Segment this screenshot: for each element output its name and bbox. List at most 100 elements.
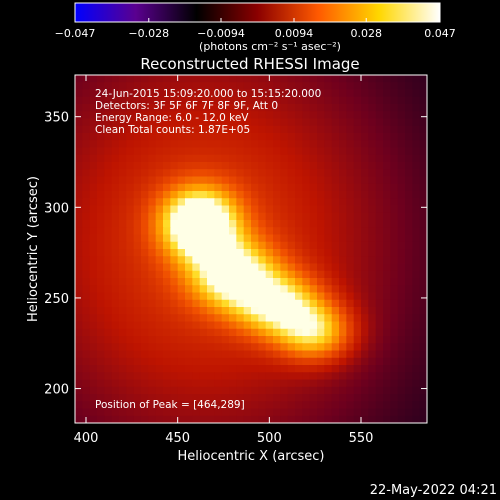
heatmap-cell	[89, 408, 98, 417]
heatmap-cell	[397, 379, 406, 388]
heatmap-cell	[82, 365, 91, 373]
heatmap-cell	[397, 263, 406, 272]
heatmap-cell	[390, 241, 399, 250]
heatmap-cell	[221, 176, 230, 185]
heatmap-cell	[346, 365, 355, 373]
heatmap-cell	[390, 89, 399, 98]
heatmap-cell	[229, 75, 237, 83]
heatmap-cell	[397, 147, 406, 156]
heatmap-cell	[133, 154, 142, 163]
heatmap-cell	[185, 111, 193, 119]
heatmap-cell	[280, 147, 289, 156]
heatmap-cell	[383, 176, 391, 185]
heatmap-cell	[353, 401, 362, 409]
heatmap-cell	[170, 394, 179, 402]
heatmap-cell	[324, 270, 333, 279]
heatmap-cell	[412, 82, 421, 90]
heatmap-cell	[302, 96, 311, 105]
heatmap-cell	[75, 299, 83, 308]
heatmap-cell	[280, 256, 289, 264]
heatmap-cell	[104, 350, 113, 359]
colorbar-ticks: −0.047 −0.028 −0.0094 0.0094 0.028 0.047	[55, 18, 456, 40]
heatmap-cell	[353, 147, 362, 156]
heatmap-cell	[331, 372, 340, 380]
heatmap-cell	[287, 249, 296, 257]
heatmap-cell	[177, 227, 186, 235]
heatmap-cell	[361, 154, 369, 163]
heatmap-cell	[375, 140, 384, 148]
heatmap-cell	[221, 96, 230, 105]
heatmap-cell	[97, 328, 105, 337]
heatmap-cell	[133, 96, 142, 105]
heatmap-cell	[353, 75, 362, 83]
heatmap-cell	[324, 285, 333, 293]
heatmap-cell	[251, 118, 259, 127]
heatmap-cell	[155, 212, 164, 221]
colorbar-unit-label: (photons cm⁻² s⁻¹ asec⁻²)	[199, 40, 341, 53]
heatmap-cell	[287, 379, 296, 388]
heatmap-cell	[148, 278, 157, 286]
heatmap-cell	[104, 89, 113, 98]
heatmap-cell	[390, 350, 399, 359]
heatmap-cell	[397, 205, 406, 214]
heatmap-cell	[97, 191, 105, 199]
heatmap-cell	[221, 299, 230, 308]
heatmap-cell	[163, 82, 171, 90]
heatmap-cell	[111, 133, 120, 141]
heatmap-cell	[126, 372, 135, 380]
heatmap-cell	[265, 154, 274, 163]
heatmap-cell	[163, 285, 171, 293]
heatmap-cell	[177, 205, 186, 214]
heatmap-cell	[273, 205, 281, 214]
heatmap-cell	[419, 212, 427, 221]
heatmap-cell	[353, 299, 362, 308]
heatmap-cell	[133, 212, 142, 221]
heatmap-cell	[339, 147, 347, 156]
heatmap-cell	[221, 292, 230, 301]
heatmap-cell	[361, 125, 369, 134]
heatmap-cell	[163, 270, 171, 279]
heatmap-cell	[192, 256, 201, 264]
heatmap-cell	[89, 162, 98, 170]
heatmap-cell	[155, 357, 164, 366]
heatmap-cell	[258, 256, 267, 264]
heatmap-cell	[317, 415, 325, 423]
heatmap-cell	[280, 285, 289, 293]
heatmap-cell	[324, 372, 333, 380]
heatmap-cell	[177, 350, 186, 359]
heatmap-cell	[170, 336, 179, 344]
heatmap-cell	[163, 198, 171, 206]
heatmap-cell	[126, 133, 135, 141]
heatmap-cell	[309, 111, 318, 119]
heatmap-cell	[221, 394, 230, 402]
heatmap-cell	[346, 183, 355, 192]
heatmap-cell	[243, 241, 252, 250]
heatmap-cell	[361, 75, 369, 83]
heatmap-cell	[119, 292, 127, 301]
heatmap-cell	[185, 198, 193, 206]
heatmap-cell	[339, 82, 347, 90]
heatmap-cell	[104, 379, 113, 388]
heatmap-cell	[82, 249, 91, 257]
heatmap-cell	[405, 328, 413, 337]
heatmap-cell	[133, 140, 142, 148]
heatmap-cell	[287, 220, 296, 228]
heatmap-cell	[258, 147, 267, 156]
heatmap-cell	[243, 176, 252, 185]
heatmap-cell	[75, 96, 83, 105]
heatmap-cell	[295, 162, 303, 170]
heatmap-cell	[119, 220, 127, 228]
heatmap-cell	[104, 270, 113, 279]
heatmap-cell	[375, 89, 384, 98]
heatmap-cell	[258, 321, 267, 330]
heatmap-cell	[346, 292, 355, 301]
heatmap-cell	[221, 270, 230, 279]
heatmap-cell	[419, 96, 427, 105]
heatmap-cell	[383, 379, 391, 388]
heatmap-cell	[199, 241, 208, 250]
heatmap-cell	[148, 263, 157, 272]
heatmap-cell	[155, 234, 164, 243]
heatmap-cell	[287, 96, 296, 105]
heatmap-cell	[368, 401, 377, 409]
heatmap-cell	[177, 140, 186, 148]
